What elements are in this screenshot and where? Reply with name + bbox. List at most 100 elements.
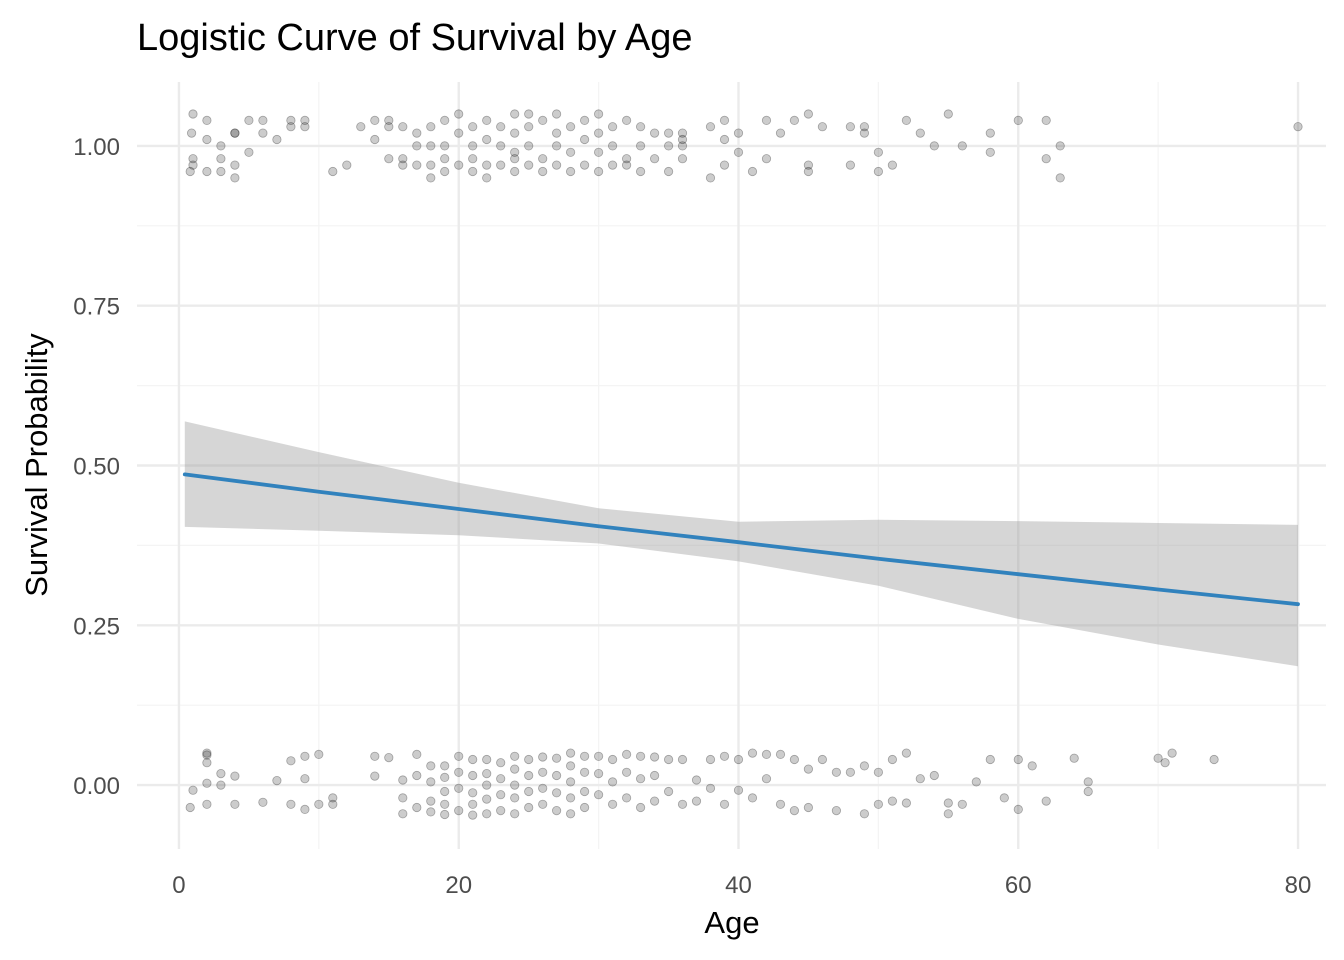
survived-point [635, 141, 646, 151]
died-point [440, 809, 450, 820]
died-point [1013, 804, 1023, 815]
tick-labels-layer: 0 20 40 60 80 0.00 0.25 0.50 0.75 1.00 [73, 134, 1311, 899]
survived-point [635, 166, 646, 177]
died-point [496, 774, 506, 784]
survived-point [398, 122, 408, 132]
survived-point [496, 122, 506, 132]
died-point [202, 748, 212, 758]
died-point [691, 796, 702, 806]
died-point [426, 807, 436, 817]
chart-title: Logistic Curve of Survival by Age [137, 17, 693, 59]
survived-point [440, 115, 450, 126]
survived-point [649, 154, 660, 164]
died-point [789, 754, 800, 765]
survived-point [859, 122, 870, 132]
grid-layer [137, 82, 1326, 849]
died-point [887, 796, 898, 806]
died-point [1069, 753, 1079, 763]
survived-point [817, 122, 828, 132]
died-point [286, 756, 296, 766]
died-point [202, 778, 212, 788]
survived-point [188, 160, 198, 170]
survived-point [663, 141, 674, 151]
died-point [1153, 753, 1163, 763]
survived-point [677, 154, 688, 164]
survived-point [565, 166, 576, 177]
died-point [999, 793, 1009, 803]
died-point [943, 798, 953, 808]
died-point [565, 777, 576, 787]
died-point [551, 753, 562, 763]
survived-point [761, 115, 772, 126]
died-point [230, 799, 240, 809]
died-point [677, 799, 688, 809]
died-point [468, 810, 478, 820]
survived-point [621, 115, 632, 126]
survived-point [258, 128, 268, 138]
died-point [538, 799, 548, 809]
died-point [971, 777, 981, 787]
died-point [677, 754, 688, 765]
died-point [691, 775, 702, 785]
survived-point [412, 141, 422, 151]
died-point [1013, 754, 1023, 765]
survived-point [663, 128, 674, 138]
died-point [202, 750, 212, 760]
died-point [565, 809, 576, 819]
survived-point [454, 128, 464, 138]
died-point [607, 777, 618, 787]
survived-point [426, 141, 436, 151]
survived-point [454, 109, 464, 119]
survived-point [1055, 141, 1065, 151]
died-point [761, 749, 772, 760]
survived-point [426, 122, 436, 132]
died-point [398, 775, 408, 785]
died-point [524, 786, 534, 797]
died-point [258, 797, 268, 807]
y-tick-label: 0.75 [73, 294, 120, 321]
died-point [747, 793, 758, 803]
died-point [510, 780, 520, 790]
died-point [831, 767, 842, 777]
survived-point [482, 160, 492, 170]
survived-point [496, 160, 506, 170]
died-point [216, 768, 226, 779]
died-point [579, 751, 590, 761]
survived-point [803, 160, 814, 170]
died-point [635, 751, 646, 761]
y-tick-label: 0.50 [73, 454, 120, 481]
died-point [440, 772, 450, 783]
survived-point [398, 154, 408, 164]
survived-point [510, 128, 520, 138]
died-point [635, 802, 646, 813]
survived-point [579, 115, 590, 126]
survived-point [538, 154, 548, 164]
curve-layer [182, 472, 1300, 607]
died-point [482, 794, 492, 804]
died-point [454, 805, 464, 816]
survived-point [593, 166, 604, 177]
survived-point [915, 128, 925, 138]
survived-point [929, 141, 939, 151]
survived-point [1013, 115, 1023, 126]
died-point [719, 751, 730, 761]
died-point [314, 749, 324, 760]
died-point [565, 748, 576, 758]
x-axis-title: Age [704, 905, 759, 940]
died-point [859, 761, 870, 771]
died-point [300, 804, 310, 815]
died-point [440, 786, 450, 797]
died-point [831, 805, 842, 816]
died-point [524, 802, 534, 813]
survived-point [803, 166, 814, 177]
survived-point [342, 160, 352, 170]
died-point [565, 793, 576, 803]
survived-point [216, 154, 226, 164]
died-point [775, 799, 786, 809]
survived-point [593, 128, 604, 138]
survived-point [216, 166, 226, 177]
survived-point [538, 115, 548, 126]
died-point [426, 761, 436, 771]
